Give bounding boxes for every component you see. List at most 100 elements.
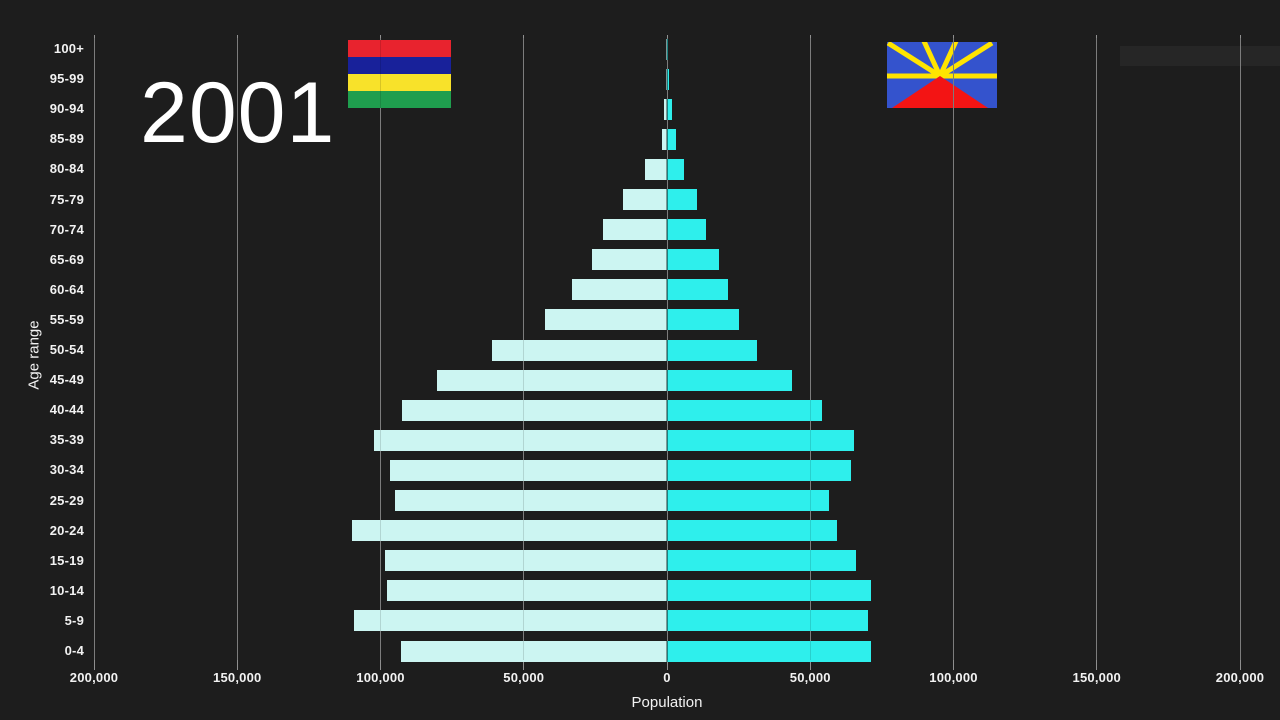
bar-reunion (667, 38, 668, 60)
bar-reunion (667, 459, 851, 481)
age-axis-label: Age range (25, 320, 43, 390)
x-axis-label: Population (631, 694, 703, 711)
gridline (236, 35, 238, 660)
bar-mauritius (666, 38, 667, 60)
gridline-overlay (93, 38, 95, 660)
x-tick-label: 50,000 (789, 670, 831, 685)
bar-reunion (667, 580, 871, 602)
age-tick-label: 75-79 (49, 191, 84, 207)
bar-reunion (667, 520, 838, 542)
bar-reunion (667, 640, 871, 662)
age-tick-label: 35-39 (49, 432, 84, 448)
bar-mauritius (373, 429, 667, 451)
bar-reunion (667, 189, 698, 210)
age-tick-label: 5-9 (64, 612, 84, 628)
axis-tick (236, 660, 238, 670)
age-tick-label: 25-29 (49, 492, 84, 508)
age-tick-label: 90-94 (49, 101, 84, 117)
bar-reunion (667, 429, 854, 451)
bar-reunion (667, 98, 673, 120)
bar-mauritius (400, 640, 667, 662)
age-tick-label: 80-84 (49, 161, 84, 177)
gridline-overlay (1239, 38, 1241, 660)
bar-mauritius (402, 399, 667, 421)
age-tick-label: 20-24 (49, 522, 84, 538)
x-tick-label: 0 (663, 670, 671, 685)
age-tick-label: 95-99 (49, 71, 84, 87)
bar-reunion (667, 339, 757, 361)
bar-mauritius (492, 339, 667, 361)
bar-mauritius (622, 189, 667, 210)
age-tick-label: 50-54 (49, 342, 84, 357)
bar-mauritius (571, 279, 667, 301)
gridline (1096, 35, 1098, 660)
gridline-overlay (666, 38, 668, 660)
gridline-overlay (953, 38, 954, 660)
bar-reunion (667, 158, 684, 180)
x-tick-label: 50,000 (503, 670, 545, 685)
bar-reunion (667, 128, 676, 150)
bar-mauritius (591, 249, 667, 271)
gridline (93, 35, 95, 660)
age-tick-label: 45-49 (49, 372, 84, 388)
age-tick-label: 15-19 (49, 552, 84, 568)
axis-tick (1096, 660, 1098, 670)
age-tick-label: 70-74 (49, 221, 84, 237)
gridline-overlay (1096, 38, 1098, 660)
gridline-overlay (380, 38, 381, 660)
age-tick-label: 65-69 (49, 251, 84, 267)
gridline-overlay (809, 38, 811, 660)
bar-mauritius (544, 309, 667, 331)
bar-mauritius (354, 610, 667, 632)
bar-mauritius (644, 158, 667, 180)
axis-tick (809, 660, 811, 670)
mauritius-flag-icon (348, 40, 451, 108)
bar-mauritius (394, 490, 667, 511)
bar-mauritius (351, 520, 667, 542)
x-tick-label: 100,000 (929, 670, 978, 685)
bar-reunion (667, 610, 868, 632)
bar-reunion (667, 219, 706, 241)
bar-reunion (667, 68, 669, 90)
age-tick-label: 10-14 (49, 582, 84, 598)
age-tick-label: 100+ (53, 41, 84, 56)
bar-mauritius (386, 580, 667, 602)
bar-reunion (667, 550, 857, 572)
gridline-overlay (236, 38, 238, 660)
year-label: 2001 (140, 65, 336, 161)
gridline (380, 35, 381, 660)
bar-reunion (667, 249, 720, 271)
x-tick-label: 150,000 (1072, 670, 1121, 685)
bar-reunion (667, 309, 739, 331)
axis-tick (523, 660, 525, 670)
x-tick-label: 200,000 (69, 670, 119, 685)
axis-tick (380, 660, 381, 670)
bar-reunion (667, 369, 793, 391)
gridline (953, 35, 954, 660)
gridline-overlay (523, 38, 525, 660)
bar-mauritius (390, 459, 667, 481)
age-tick-label: 0-4 (64, 643, 84, 658)
x-tick-label: 200,000 (1215, 670, 1265, 685)
bar-mauritius (602, 219, 667, 241)
bar-reunion (667, 279, 728, 301)
axis-tick (953, 660, 954, 670)
age-tick-label: 40-44 (49, 402, 84, 418)
axis-tick (666, 660, 668, 670)
age-tick-label: 60-64 (49, 281, 84, 297)
bar-mauritius (436, 369, 667, 391)
age-tick-label: 55-59 (49, 311, 84, 327)
bar-mauritius (384, 550, 667, 572)
x-tick-label: 100,000 (356, 670, 405, 685)
bar-reunion (667, 490, 829, 511)
bar-mauritius (665, 68, 667, 90)
reunion-flag-icon (887, 42, 997, 108)
age-tick-label: 85-89 (49, 131, 84, 147)
axis-tick (1239, 660, 1241, 670)
x-tick-label: 150,000 (213, 670, 262, 685)
bar-reunion (667, 399, 822, 421)
bar-mauritius (661, 128, 667, 150)
gridline (1239, 35, 1241, 660)
bar-mauritius (664, 98, 667, 120)
axis-tick (93, 660, 95, 670)
